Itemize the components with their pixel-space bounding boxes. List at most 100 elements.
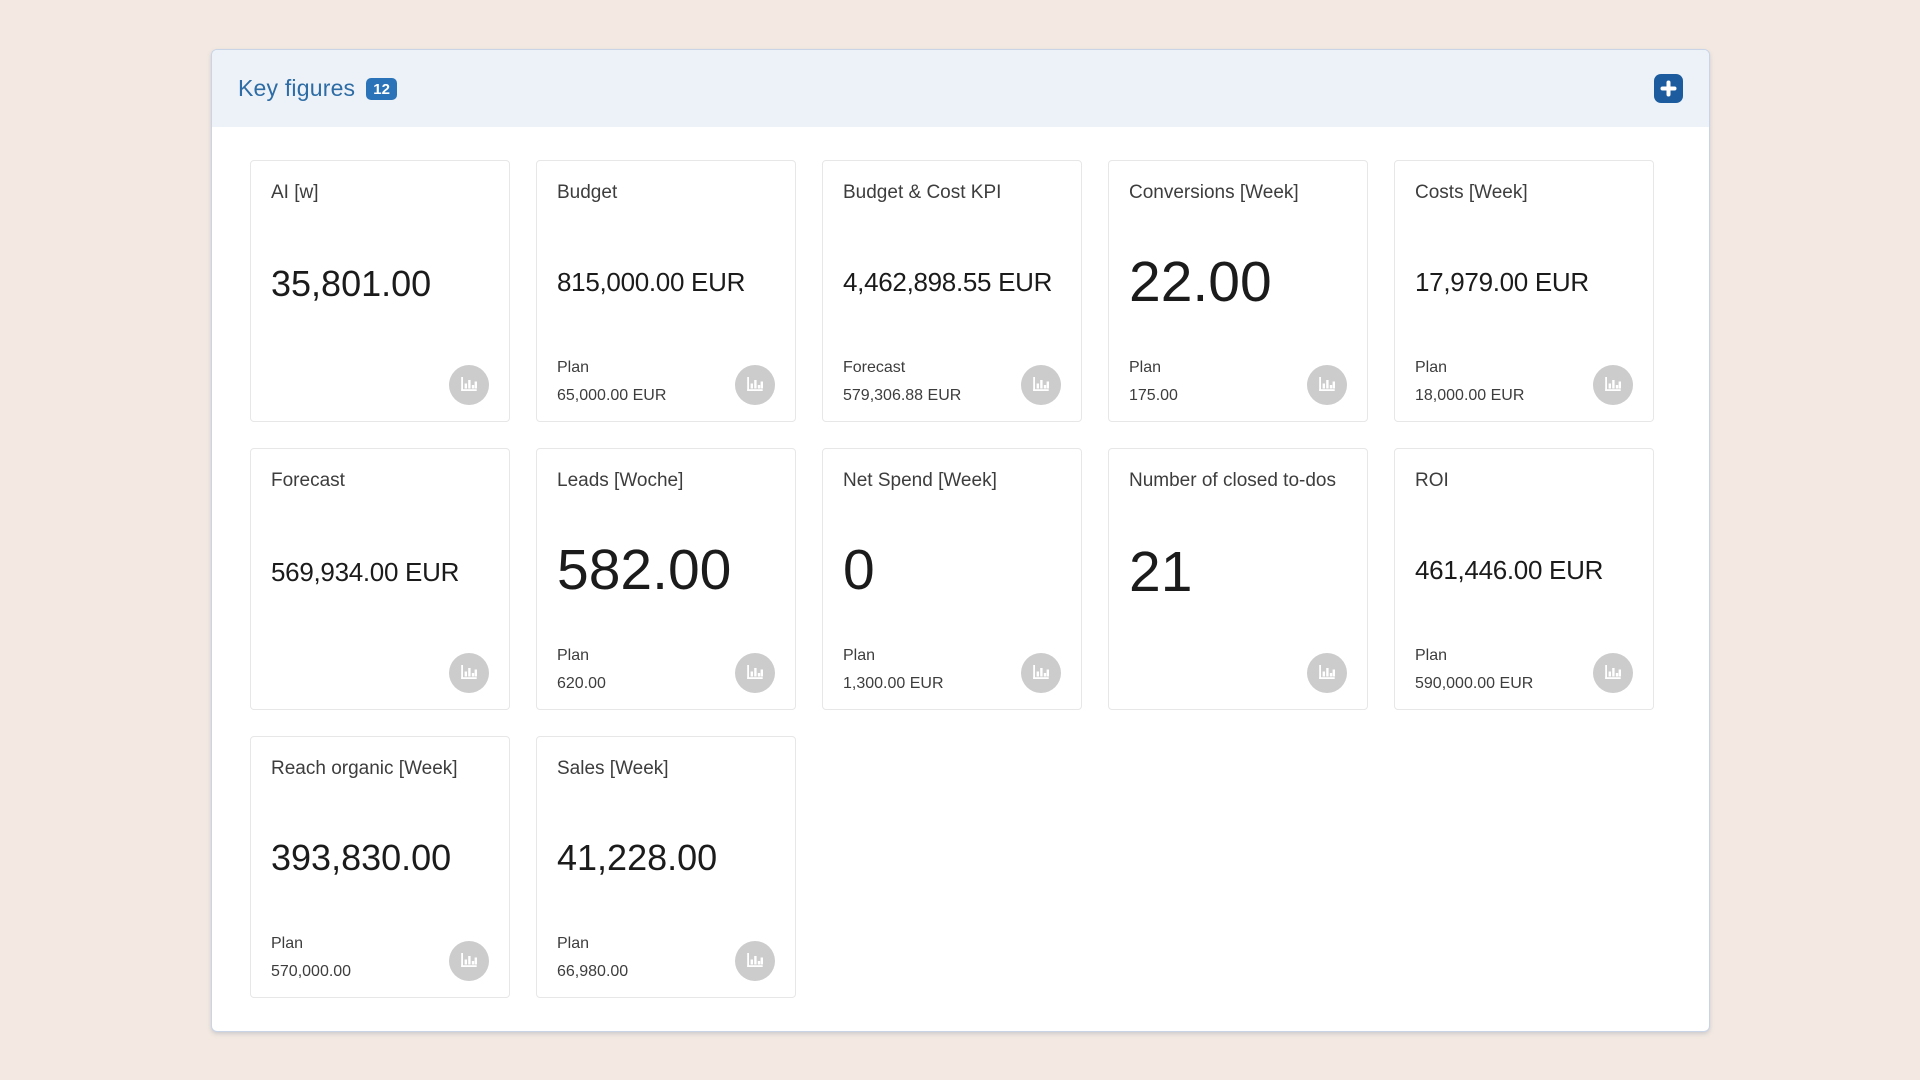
kpi-card-value: 4,462,898.55 EUR xyxy=(843,267,1053,298)
bar-chart-icon[interactable] xyxy=(1021,365,1061,405)
kpi-card[interactable]: Net Spend [Week] 0 Plan 1,300.00 EUR xyxy=(822,448,1082,710)
kpi-card-title: Leads [Woche] xyxy=(557,470,684,491)
kpi-plan-value: 579,306.88 EUR xyxy=(843,387,962,404)
kpi-card-value: 815,000.00 EUR xyxy=(557,267,746,298)
kpi-plan-block: Forecast 579,306.88 EUR xyxy=(843,359,961,405)
kpi-card[interactable]: Sales [Week] 41,228.00 Plan 66,980.00 xyxy=(536,736,796,998)
kpi-card-footer: Plan 18,000.00 EUR xyxy=(1415,359,1633,405)
kpi-plan-value: 620.00 xyxy=(557,675,606,692)
kpi-plan-block: Plan 175.00 xyxy=(1129,359,1178,405)
kpi-plan-label: Plan xyxy=(271,935,304,952)
kpi-plan-label: Plan xyxy=(843,647,876,664)
kpi-plan-block: Plan 65,000.00 EUR xyxy=(557,359,666,405)
kpi-card-title: Budget & Cost KPI xyxy=(843,182,1002,203)
kpi-card-value: 0 xyxy=(843,537,875,602)
kpi-card-value: 22.00 xyxy=(1129,249,1272,314)
kpi-value-area: 41,228.00 xyxy=(557,781,775,935)
kpi-card-value: 393,830.00 xyxy=(271,837,452,879)
kpi-plan-block: Plan 570,000.00 xyxy=(271,935,351,981)
kpi-card-footer xyxy=(1129,651,1347,693)
kpi-plan-value: 175.00 xyxy=(1129,387,1178,404)
kpi-value-area: 21 xyxy=(1129,493,1347,651)
bar-chart-icon[interactable] xyxy=(1021,653,1061,693)
kpi-value-area: 815,000.00 EUR xyxy=(557,205,775,359)
kpi-card-footer: Plan 620.00 xyxy=(557,647,775,693)
kpi-plan-value: 65,000.00 EUR xyxy=(557,387,667,404)
kpi-card-footer: Plan 175.00 xyxy=(1129,359,1347,405)
panel-title: Key figures xyxy=(238,75,356,101)
add-widget-button[interactable] xyxy=(1654,74,1683,103)
kpi-plan-label: Plan xyxy=(557,359,590,376)
bar-chart-icon[interactable] xyxy=(449,365,489,405)
kpi-card[interactable]: ROI 461,446.00 EUR Plan 590,000.00 EUR xyxy=(1394,448,1654,710)
kpi-value-area: 461,446.00 EUR xyxy=(1415,493,1633,647)
kpi-plan-value: 1,300.00 EUR xyxy=(843,675,944,692)
kpi-card-title: Sales [Week] xyxy=(557,758,669,779)
kpi-value-area: 393,830.00 xyxy=(271,781,489,935)
kpi-value-area: 0 xyxy=(843,493,1061,647)
kpi-card-footer xyxy=(271,363,489,405)
kpi-card[interactable]: Forecast 569,934.00 EUR xyxy=(250,448,510,710)
kpi-card-footer: Forecast 579,306.88 EUR xyxy=(843,359,1061,405)
kpi-card-value: 17,979.00 EUR xyxy=(1415,267,1589,298)
kpi-card-title: Budget xyxy=(557,182,618,203)
kpi-card-title: Forecast xyxy=(271,470,345,491)
kpi-card[interactable]: Leads [Woche] 582.00 Plan 620.00 xyxy=(536,448,796,710)
kpi-card-title: AI [w] xyxy=(271,182,319,203)
kpi-card[interactable]: Costs [Week] 17,979.00 EUR Plan 18,000.0… xyxy=(1394,160,1654,422)
kpi-card-title: Reach organic [Week] xyxy=(271,758,458,779)
kpi-card-footer: Plan 590,000.00 EUR xyxy=(1415,647,1633,693)
kpi-plan-label: Plan xyxy=(557,647,590,664)
kpi-card[interactable]: Number of closed to-dos 21 xyxy=(1108,448,1368,710)
bar-chart-icon[interactable] xyxy=(1593,653,1633,693)
kpi-value-area: 569,934.00 EUR xyxy=(271,493,489,651)
kpi-card-title: Conversions [Week] xyxy=(1129,182,1299,203)
kpi-plan-block: Plan 590,000.00 EUR xyxy=(1415,647,1533,693)
kpi-card-footer: Plan 66,980.00 xyxy=(557,935,775,981)
kpi-plan-label: Plan xyxy=(1415,647,1448,664)
kpi-card-value: 41,228.00 xyxy=(557,837,718,879)
kpi-plan-block: Plan 66,980.00 xyxy=(557,935,628,981)
bar-chart-icon[interactable] xyxy=(735,365,775,405)
kpi-plan-label: Forecast xyxy=(843,359,906,376)
plus-icon xyxy=(1660,80,1677,97)
kpi-card-title: Number of closed to-dos xyxy=(1129,470,1336,491)
kpi-plan-label: Plan xyxy=(1129,359,1162,376)
kpi-plan-value: 66,980.00 xyxy=(557,963,629,980)
bar-chart-icon[interactable] xyxy=(1307,365,1347,405)
kpi-card-footer: Plan 65,000.00 EUR xyxy=(557,359,775,405)
kpi-plan-block: Plan 18,000.00 EUR xyxy=(1415,359,1524,405)
bar-chart-icon[interactable] xyxy=(1593,365,1633,405)
bar-chart-icon[interactable] xyxy=(735,653,775,693)
kpi-card-value: 461,446.00 EUR xyxy=(1415,555,1604,586)
kpi-card[interactable]: Budget 815,000.00 EUR Plan 65,000.00 EUR xyxy=(536,160,796,422)
panel-header: Key figures 12 xyxy=(212,50,1709,127)
kpi-value-area: 17,979.00 EUR xyxy=(1415,205,1633,359)
bar-chart-icon[interactable] xyxy=(1307,653,1347,693)
kpi-card[interactable]: Budget & Cost KPI 4,462,898.55 EUR Forec… xyxy=(822,160,1082,422)
kpi-plan-label: Plan xyxy=(1415,359,1448,376)
kpi-card[interactable]: Conversions [Week] 22.00 Plan 175.00 xyxy=(1108,160,1368,422)
kpi-card[interactable]: AI [w] 35,801.00 xyxy=(250,160,510,422)
kpi-card-footer: Plan 570,000.00 xyxy=(271,935,489,981)
kpi-plan-block: Plan 1,300.00 EUR xyxy=(843,647,944,693)
key-figures-panel: Key figures 12 AI [w] 35,801.00 xyxy=(211,49,1710,1032)
bar-chart-icon[interactable] xyxy=(735,941,775,981)
kpi-card-value: 569,934.00 EUR xyxy=(271,557,460,588)
bar-chart-icon[interactable] xyxy=(449,941,489,981)
kpi-card-value: 35,801.00 xyxy=(271,263,432,305)
kpi-value-area: 4,462,898.55 EUR xyxy=(843,205,1061,359)
kpi-plan-value: 18,000.00 EUR xyxy=(1415,387,1525,404)
kpi-card-title: Net Spend [Week] xyxy=(843,470,997,491)
cards-grid: AI [w] 35,801.00 Budget xyxy=(212,127,1709,1033)
bar-chart-icon[interactable] xyxy=(449,653,489,693)
kpi-card-footer: Plan 1,300.00 EUR xyxy=(843,647,1061,693)
kpi-card-title: Costs [Week] xyxy=(1415,182,1528,203)
kpi-card[interactable]: Reach organic [Week] 393,830.00 Plan 570… xyxy=(250,736,510,998)
kpi-card-title: ROI xyxy=(1415,470,1449,491)
kpi-value-area: 582.00 xyxy=(557,493,775,647)
kpi-plan-value: 570,000.00 xyxy=(271,963,352,980)
kpi-card-value: 582.00 xyxy=(557,537,732,602)
kpi-plan-block: Plan 620.00 xyxy=(557,647,606,693)
kpi-value-area: 35,801.00 xyxy=(271,205,489,363)
